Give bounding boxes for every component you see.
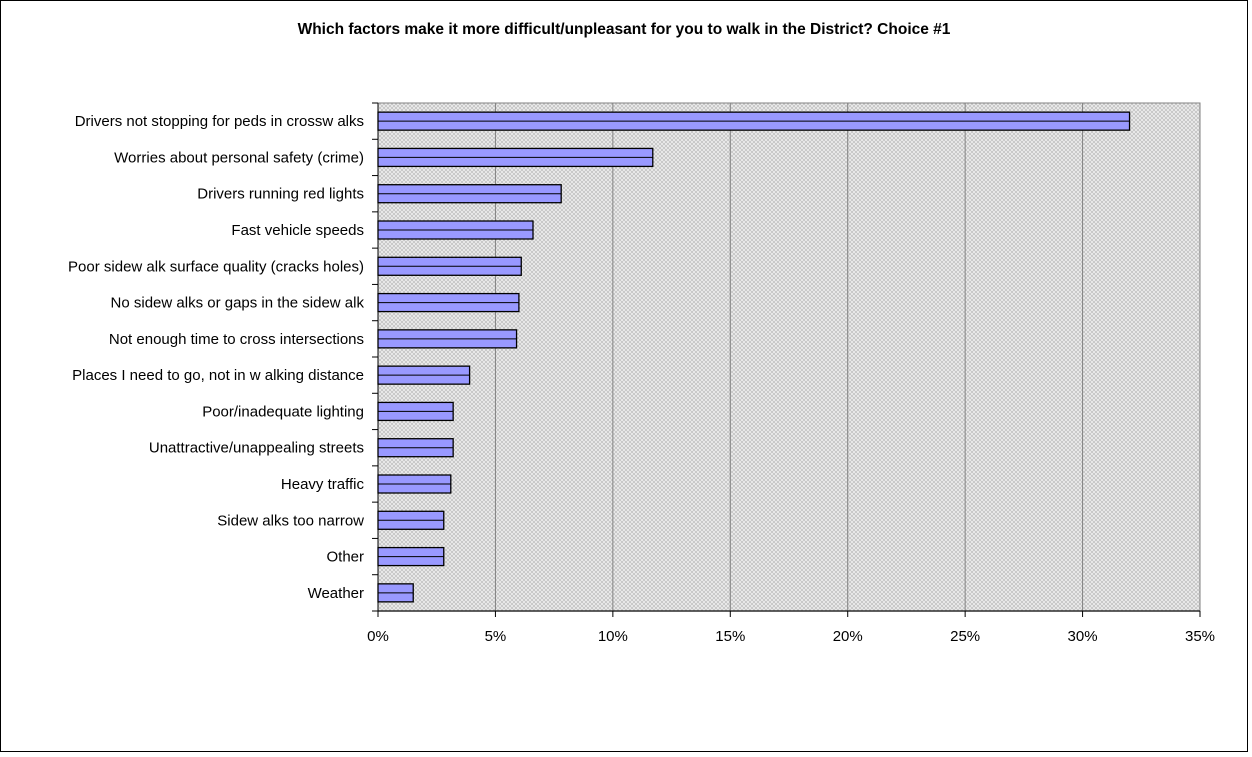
category-label: Unattractive/unappealing streets [149, 440, 364, 457]
x-tick-label: 20% [833, 628, 863, 645]
category-label: Fast vehicle speeds [231, 222, 364, 239]
category-label: Drivers running red lights [197, 186, 364, 203]
category-label: Not enough time to cross intersections [109, 331, 364, 348]
category-label: Weather [308, 585, 364, 602]
x-tick-label: 5% [485, 628, 507, 645]
axes [372, 102, 1201, 617]
x-tick-label: 10% [598, 628, 628, 645]
x-tick-label: 35% [1185, 628, 1215, 645]
category-label: Places I need to go, not in w alking dis… [72, 367, 364, 384]
plot-area [377, 102, 1201, 612]
category-label: Poor/inadequate lighting [202, 403, 364, 420]
x-tick-label: 0% [367, 628, 389, 645]
x-tick-label: 25% [950, 628, 980, 645]
category-label: Poor sidew alk surface quality (cracks h… [68, 258, 364, 275]
category-label: Sidew alks too narrow [217, 512, 364, 529]
chart-title: Which factors make it more difficult/unp… [297, 21, 951, 38]
bars [377, 111, 1131, 603]
category-label: Worries about personal safety (crime) [114, 149, 364, 166]
category-label: No sidew alks or gaps in the sidew alk [111, 295, 365, 312]
tick-labels: 0% 5% 10% 15% 20% 25% 30% 35% [367, 628, 1215, 645]
x-tick-label: 15% [715, 628, 745, 645]
x-tick-label: 30% [1068, 628, 1098, 645]
category-label: Drivers not stopping for peds in crossw … [75, 113, 364, 130]
category-labels: Drivers not stopping for peds in crossw … [68, 113, 364, 602]
category-label: Other [326, 549, 364, 566]
category-label: Heavy traffic [281, 476, 365, 493]
